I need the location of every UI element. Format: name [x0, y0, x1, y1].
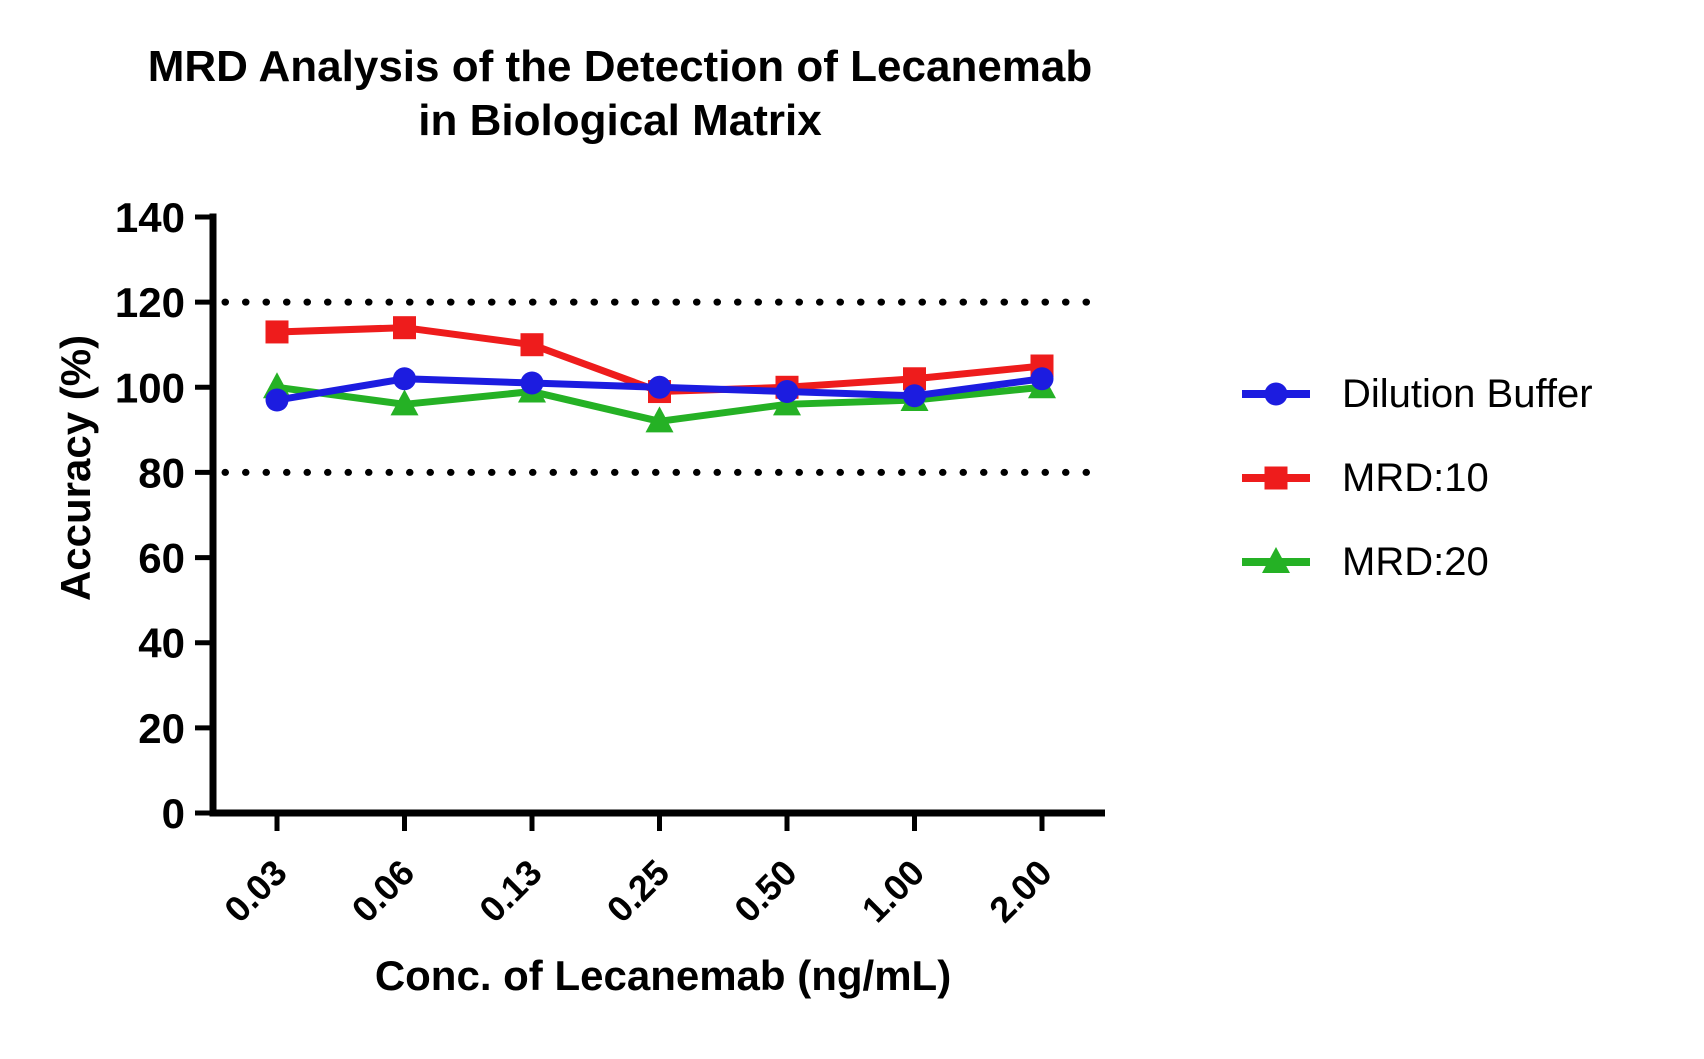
x-tick-label-0.50: 0.50: [726, 852, 805, 931]
y-tick-label-20: 20: [138, 705, 185, 752]
legend-item-mrd-10: MRD:10: [1240, 436, 1593, 520]
legend-item-dilution-buffer: Dilution Buffer: [1240, 352, 1593, 436]
legend-label-dilution-buffer: Dilution Buffer: [1342, 371, 1593, 416]
series-marker-dilution-buffer-0.03: [265, 388, 289, 412]
series-marker-mrd-10-0.13: [520, 333, 544, 357]
series-marker-dilution-buffer-0.25: [648, 375, 671, 399]
legend-item-mrd-20: MRD:20: [1240, 520, 1593, 604]
legend: Dilution Buffer MRD:10 MRD:20: [1240, 352, 1593, 604]
y-tick-label-100: 100: [115, 364, 185, 411]
triangle-marker-glyph: [1262, 547, 1290, 573]
square-marker-icon: [1242, 466, 1310, 490]
y-tick-label-40: 40: [138, 620, 185, 667]
series-marker-dilution-buffer-0.13: [520, 371, 544, 395]
series-marker-dilution-buffer-2.00: [1030, 367, 1054, 391]
series-marker-mrd-10-1.00: [903, 367, 926, 391]
x-tick-label-0.13: 0.13: [471, 852, 550, 931]
chart-title: MRD Analysis of the Detection of Lecanem…: [90, 40, 1150, 148]
x-axis-label: Conc. of Lecanemab (ng/mL): [374, 952, 952, 999]
series-marker-mrd-10-0.03: [265, 320, 289, 344]
series-marker-mrd-20-0.25: [645, 406, 674, 433]
y-tick-label-0: 0: [162, 790, 185, 837]
y-tick-label-120: 120: [115, 279, 185, 326]
chart-title-line-2: in Biological Matrix: [418, 96, 822, 145]
legend-label-mrd-10: MRD:10: [1342, 455, 1489, 500]
chart-title-line-1: MRD Analysis of the Detection of Lecanem…: [147, 42, 1093, 91]
x-tick-label-0.25: 0.25: [599, 852, 678, 931]
y-tick-label-60: 60: [138, 535, 185, 582]
series-marker-dilution-buffer-0.06: [393, 367, 416, 391]
triangle-marker-icon: [1242, 547, 1310, 573]
x-tick-label-0.03: 0.03: [216, 852, 295, 931]
x-tick-label-0.06: 0.06: [344, 852, 423, 931]
series-marker-dilution-buffer-0.50: [775, 380, 799, 404]
circle-marker-icon: [1242, 382, 1310, 406]
circle-marker-glyph: [1264, 382, 1288, 406]
square-marker-glyph: [1264, 466, 1288, 490]
series-marker-mrd-10-0.06: [393, 316, 416, 340]
series-marker-dilution-buffer-1.00: [903, 384, 926, 408]
y-tick-label-140: 140: [115, 194, 185, 241]
series-marker-mrd-20-0.06: [390, 389, 419, 416]
legend-label-mrd-20: MRD:20: [1342, 539, 1489, 584]
y-tick-label-80: 80: [138, 449, 185, 496]
x-tick-label-1.00: 1.00: [854, 852, 933, 931]
x-tick-label-2.00: 2.00: [981, 852, 1060, 931]
